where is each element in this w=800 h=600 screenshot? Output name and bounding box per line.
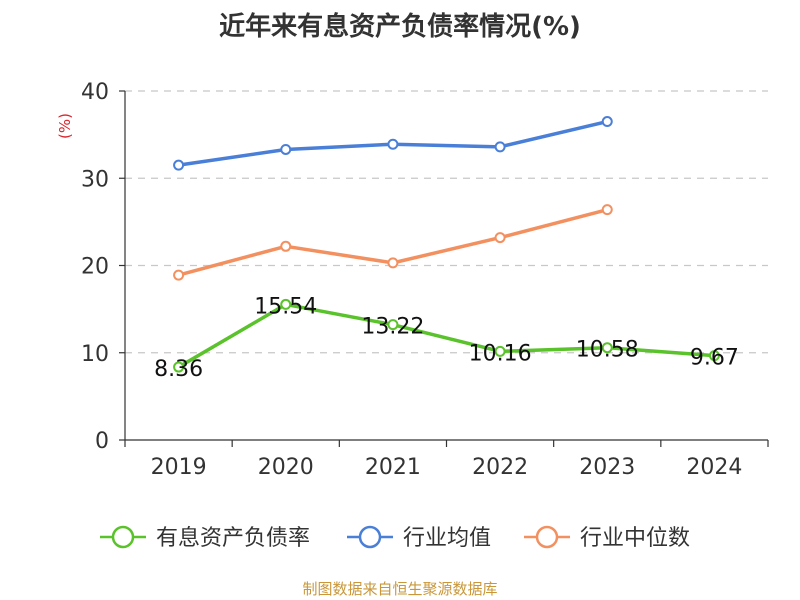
x-tick-label: 2021 xyxy=(365,455,421,480)
x-tick-label: 2020 xyxy=(258,455,314,480)
data-point xyxy=(494,232,506,244)
data-label: 15.54 xyxy=(254,294,317,319)
data-point xyxy=(173,159,185,171)
y-tick-label: 10 xyxy=(81,342,109,367)
series-lines xyxy=(173,116,720,373)
legend-swatch-marker xyxy=(535,525,559,549)
grid-lines xyxy=(125,90,768,354)
x-tick-label: 2019 xyxy=(151,455,207,480)
data-point xyxy=(280,143,292,155)
source-note: 制图数据来自恒生聚源数据库 xyxy=(302,580,498,598)
data-point xyxy=(601,204,613,216)
data-point xyxy=(173,361,185,373)
data-point xyxy=(280,298,292,310)
series-line xyxy=(176,302,717,369)
y-tick-label: 30 xyxy=(81,167,109,192)
y-tick-label: 40 xyxy=(81,80,109,105)
y-axis-label: (%) xyxy=(56,113,74,139)
data-point xyxy=(387,319,399,331)
data-point xyxy=(708,350,720,362)
legend-swatch-marker xyxy=(358,525,382,549)
legend: 有息资产负债率 行业均值 行业中位数 xyxy=(100,525,690,551)
legend-label: 行业均值 xyxy=(403,526,491,551)
x-tick-label: 2024 xyxy=(686,455,742,480)
legend-label: 有息资产负债率 xyxy=(156,526,310,551)
data-point xyxy=(387,257,399,269)
x-tick-label: 2022 xyxy=(472,455,528,480)
data-point xyxy=(494,141,506,153)
data-label: 8.36 xyxy=(154,357,203,382)
y-tick-label: 20 xyxy=(81,255,109,280)
data-point xyxy=(387,138,399,150)
data-point xyxy=(601,342,613,354)
data-point xyxy=(494,345,506,357)
data-label: 10.58 xyxy=(576,338,639,363)
data-point xyxy=(280,240,292,252)
legend-swatch-marker xyxy=(111,525,135,549)
data-point xyxy=(173,269,185,281)
data-labels: 8.36 15.54 13.22 10.16 10.58 9.67 xyxy=(154,294,739,382)
x-tick-label: 2023 xyxy=(579,455,635,480)
axes: 0 10 20 30 40 2019 2020 2021 2022 2023 2024 (%) xyxy=(56,80,769,480)
data-label: 13.22 xyxy=(361,315,424,340)
chart-title: 近年来有息资产负债率情况(%) xyxy=(219,12,581,42)
data-label: 9.67 xyxy=(690,346,739,371)
data-point xyxy=(601,116,613,128)
y-tick-label: 0 xyxy=(95,429,109,454)
legend-label: 行业中位数 xyxy=(580,526,690,551)
data-label: 10.16 xyxy=(469,341,532,366)
